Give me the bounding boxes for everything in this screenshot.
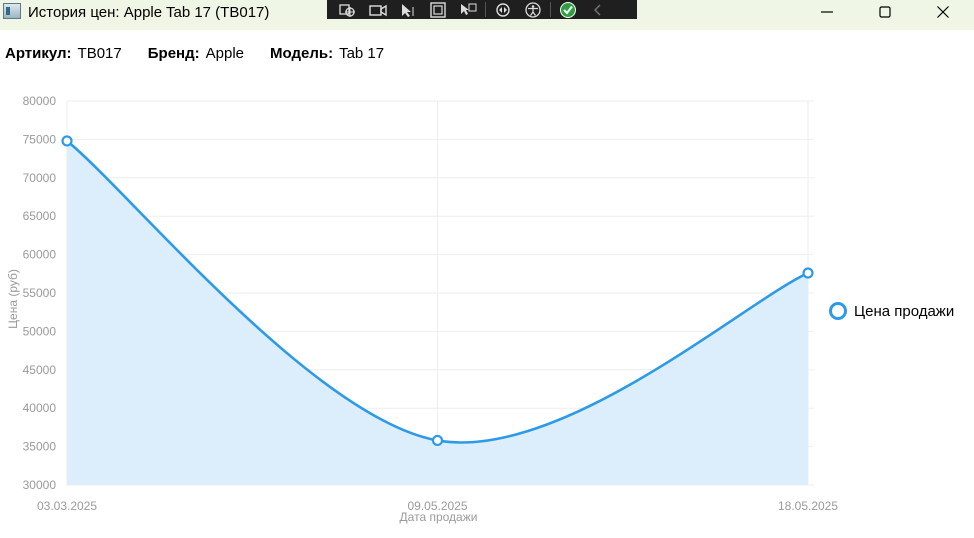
y-axis-ticks: 30000 35000 40000 45000 50000 55000 60000 65000… — [23, 94, 57, 492]
price-chart: 30000 35000 40000 45000 50000 55000 60000 65000… — [0, 85, 974, 538]
product-info: Артикул: TB017 Бренд: Apple Модель: Tab … — [5, 45, 410, 62]
y-tick-label: 60000 — [23, 248, 57, 262]
data-point — [802, 267, 814, 279]
minimize-button[interactable] — [798, 0, 856, 24]
y-tick-label: 35000 — [23, 440, 57, 454]
title-bar[interactable]: История цен: Apple Tab 17 (TB017) — [0, 0, 974, 30]
select-cursor-icon[interactable] — [393, 0, 423, 19]
collapse-chevron-icon[interactable] — [583, 0, 613, 19]
minimize-icon — [821, 11, 833, 13]
debug-toolbar — [327, 0, 637, 19]
y-tick-label: 40000 — [23, 401, 57, 415]
y-tick-label: 65000 — [23, 209, 57, 223]
select-element-icon[interactable] — [333, 0, 363, 19]
brand-value: Apple — [205, 45, 244, 62]
y-tick-label: 50000 — [23, 324, 57, 338]
y-tick-label: 75000 — [23, 132, 57, 146]
y-tick-label: 80000 — [23, 94, 57, 108]
x-tick-label: 03.03.2025 — [37, 499, 97, 513]
model-label: Модель: — [270, 45, 334, 62]
article-value: TB017 — [77, 45, 122, 62]
brand-label: Бренд: — [147, 45, 200, 62]
price-chart-svg: 30000 35000 40000 45000 50000 55000 60000 65000… — [6, 94, 838, 524]
accessibility-icon[interactable] — [518, 0, 548, 19]
article-label: Артикул: — [5, 45, 72, 62]
display-layout-adorners-icon[interactable] — [423, 0, 453, 19]
maximize-button[interactable] — [856, 0, 914, 24]
window-title: История цен: Apple Tab 17 (TB017) — [28, 4, 270, 21]
toolbar-separator — [550, 2, 551, 17]
x-tick-label: 18.05.2025 — [778, 499, 838, 513]
y-tick-label: 55000 — [23, 286, 57, 300]
data-point — [61, 135, 73, 147]
camera-icon[interactable] — [363, 0, 393, 19]
chart-legend[interactable]: Цена продажи — [829, 302, 954, 320]
y-axis-title: Цена (руб) — [6, 269, 20, 329]
legend-marker — [829, 302, 847, 320]
binding-check-icon[interactable] — [553, 0, 583, 19]
close-icon — [937, 6, 949, 18]
data-point — [431, 434, 444, 447]
toolbar-separator — [485, 2, 486, 17]
model-value: Tab 17 — [339, 45, 385, 62]
x-axis-title: Дата продажи — [400, 510, 478, 524]
close-button[interactable] — [914, 0, 972, 24]
chart-points — [61, 135, 814, 447]
x-axis-ticks: 03.03.2025 09.05.2025 18.05.2025 — [37, 499, 838, 513]
y-tick-label: 30000 — [23, 478, 57, 492]
y-tick-label: 70000 — [23, 171, 57, 185]
chart-area-layer — [67, 140, 808, 485]
hot-reload-icon[interactable] — [488, 0, 518, 19]
x-tick-label: 09.05.2025 — [407, 499, 467, 513]
series-area — [67, 140, 808, 485]
y-tick-label: 45000 — [23, 363, 57, 377]
window-app-icon — [3, 3, 21, 19]
track-focus-icon[interactable] — [453, 0, 483, 19]
legend-label: Цена продажи — [854, 302, 955, 320]
maximize-icon — [879, 6, 891, 18]
